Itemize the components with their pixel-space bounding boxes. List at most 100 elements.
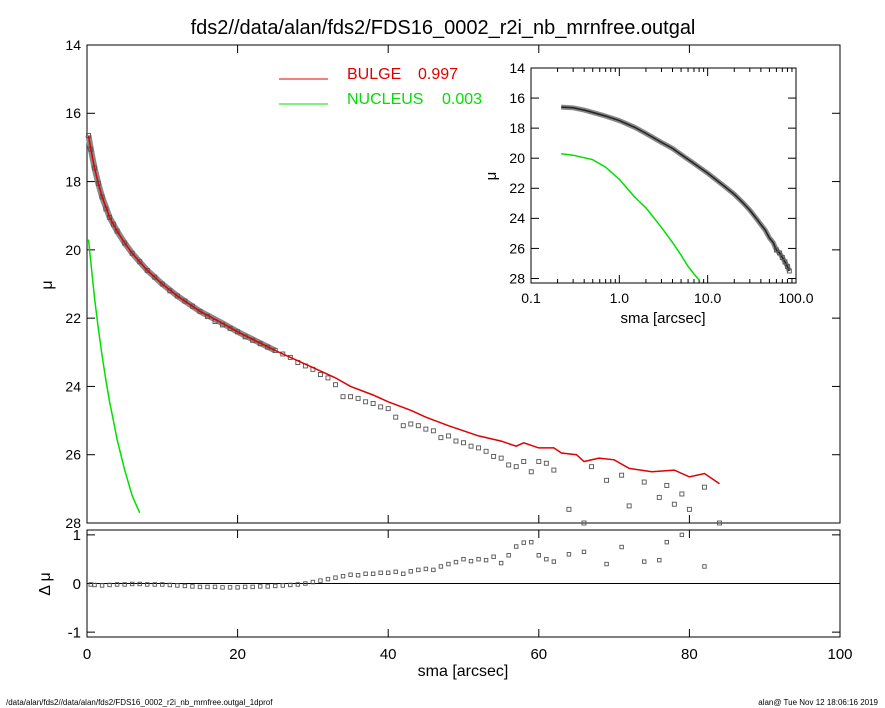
residual-point <box>491 554 496 559</box>
y-tick-label: -1 <box>68 624 81 641</box>
data-point <box>378 404 384 410</box>
x-tick-label: 100 <box>827 646 852 663</box>
residual-point <box>160 582 165 587</box>
residual-point <box>642 559 647 564</box>
y-tick-label: 22 <box>65 310 81 326</box>
residual-point <box>114 582 120 587</box>
inset-data-point <box>779 254 785 260</box>
inset-series <box>561 104 792 281</box>
x-tick-label: 10.0 <box>694 290 721 306</box>
data-point <box>498 455 504 461</box>
residual-point <box>333 575 338 580</box>
residual-point <box>348 572 353 577</box>
residual-point <box>378 570 383 575</box>
residual-point <box>453 559 459 565</box>
data-point <box>355 395 361 401</box>
y-tick-label: 18 <box>65 173 81 189</box>
x-tick-label: 1.0 <box>610 290 630 306</box>
residual-point <box>529 539 534 545</box>
x-tick-label: 40 <box>380 646 397 663</box>
y-tick-label: 0 <box>73 576 81 593</box>
data-point <box>641 479 647 485</box>
residual-point <box>506 553 511 558</box>
nucleus-line <box>87 239 141 514</box>
data-point <box>122 240 128 246</box>
residual-point <box>212 584 218 590</box>
data-point <box>581 520 587 526</box>
legend-bulge-label: BULGE <box>347 66 401 83</box>
y-tick-label: 28 <box>65 515 81 531</box>
residual-point <box>664 539 670 545</box>
y-tick-label: 28 <box>509 270 525 286</box>
residual-point <box>408 569 413 574</box>
data-point <box>340 394 346 400</box>
legend: BULGE 0.997 NUCLEUS 0.003 <box>279 66 482 108</box>
residual-point <box>393 569 398 575</box>
main-y-axis-label: μ <box>39 280 56 289</box>
main-series <box>85 133 722 526</box>
residual-point <box>468 558 474 564</box>
data-point <box>461 440 466 446</box>
inset-data-point <box>786 268 792 274</box>
inset-data-point <box>782 259 788 265</box>
residual-point <box>446 561 451 567</box>
residual-point <box>197 584 203 590</box>
data-point <box>423 426 429 432</box>
y-tick-label: 14 <box>65 37 81 53</box>
residual-point <box>227 585 233 590</box>
residual-point <box>431 567 436 573</box>
residual-point <box>182 583 188 589</box>
data-point <box>664 482 670 488</box>
residual-point <box>242 584 248 590</box>
data-point <box>114 228 120 234</box>
data-band <box>85 134 277 354</box>
data-point <box>445 433 451 439</box>
residual-point <box>416 567 421 573</box>
inset-data-point <box>777 250 782 256</box>
data-point <box>528 469 534 475</box>
data-point <box>476 445 482 451</box>
residual-point <box>325 576 331 582</box>
residual-point <box>604 561 609 567</box>
residual-point <box>476 556 481 562</box>
residual-y-axis-label: Δ μ <box>37 572 54 595</box>
residual-point <box>273 583 278 589</box>
residual-point <box>536 553 541 558</box>
residual-point <box>702 564 707 569</box>
inset-plot-frame <box>530 67 797 284</box>
data-point <box>453 438 459 444</box>
data-point <box>280 351 286 357</box>
residual-point <box>483 557 489 563</box>
residual-point <box>423 566 429 572</box>
residual-point <box>122 582 127 587</box>
residual-point <box>581 549 587 555</box>
y-tick-label: 26 <box>65 447 81 463</box>
y-tick-label: 20 <box>509 150 525 166</box>
data-point <box>348 394 353 400</box>
y-tick-label: 1 <box>73 527 81 544</box>
residual-point <box>386 570 391 575</box>
data-point <box>491 453 497 459</box>
data-point <box>566 506 572 512</box>
data-point <box>536 459 542 464</box>
residual-point <box>205 584 210 590</box>
data-point <box>671 501 677 507</box>
data-point <box>408 421 414 427</box>
data-point <box>686 506 692 512</box>
data-point <box>483 448 489 454</box>
data-point <box>415 423 421 429</box>
residual-point <box>657 557 662 563</box>
data-point <box>272 348 278 354</box>
residual-point <box>370 571 376 576</box>
data-point <box>144 267 150 273</box>
data-point <box>468 443 474 449</box>
data-point <box>551 467 557 473</box>
data-point <box>626 503 632 509</box>
data-point <box>393 414 399 420</box>
data-point <box>152 274 158 280</box>
residual-point <box>619 544 624 550</box>
data-point <box>656 494 662 500</box>
residual-series <box>88 532 707 590</box>
